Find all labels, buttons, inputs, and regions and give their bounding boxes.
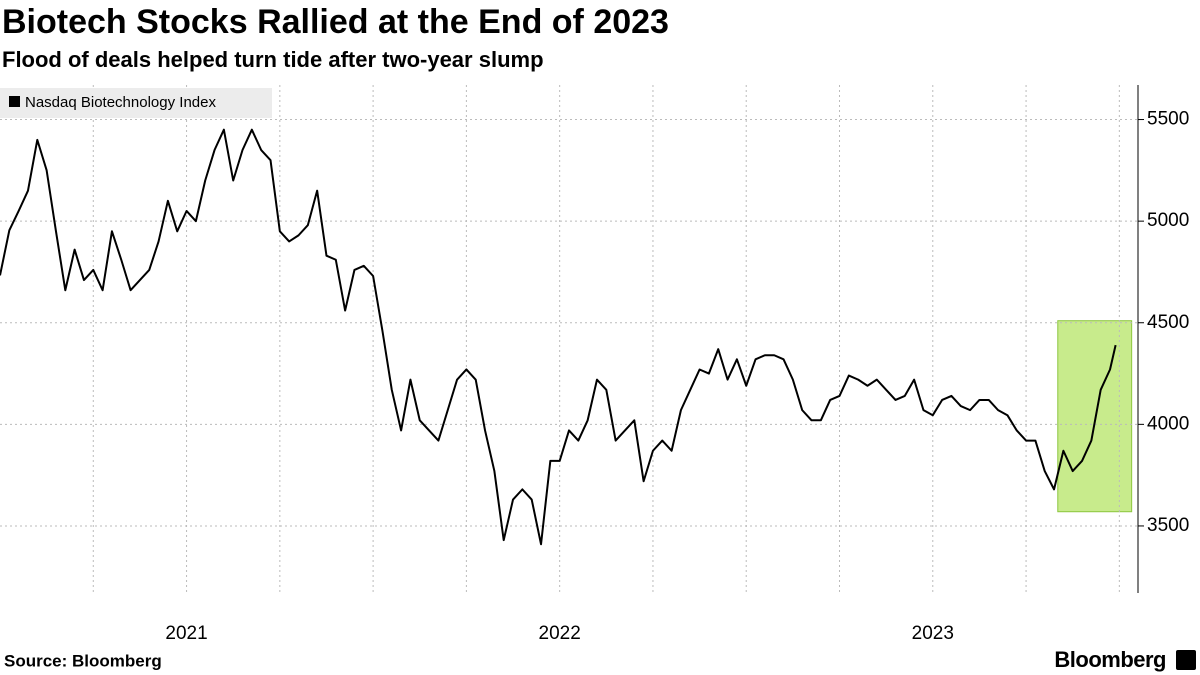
y-tick-label: 5000	[1147, 210, 1189, 231]
logo: Bloomberg	[1054, 647, 1166, 672]
chart-subtitle: Flood of deals helped turn tide after tw…	[2, 47, 544, 72]
x-tick-label: 2023	[912, 623, 954, 644]
highlight-box	[1057, 320, 1133, 513]
legend-swatch	[9, 96, 20, 107]
source: Source: Bloomberg	[4, 651, 162, 670]
y-tick-label: 4000	[1147, 413, 1189, 434]
legend-box	[0, 88, 272, 118]
x-tick-label: 2021	[165, 623, 207, 644]
logo-icon	[1176, 650, 1196, 670]
chart-title: Biotech Stocks Rallied at the End of 202…	[2, 3, 669, 41]
y-tick-label: 5500	[1147, 109, 1189, 130]
legend-label: Nasdaq Biotechnology Index	[25, 94, 216, 111]
x-tick-label: 2022	[539, 623, 581, 644]
y-tick-label: 3500	[1147, 515, 1189, 536]
plot-area: 3500 4000 4500 5000 5500 2021 2022 2023 Nasdaq B…	[0, 85, 1189, 644]
data-line	[0, 128, 1117, 546]
y-tick-label: 4500	[1147, 312, 1189, 333]
